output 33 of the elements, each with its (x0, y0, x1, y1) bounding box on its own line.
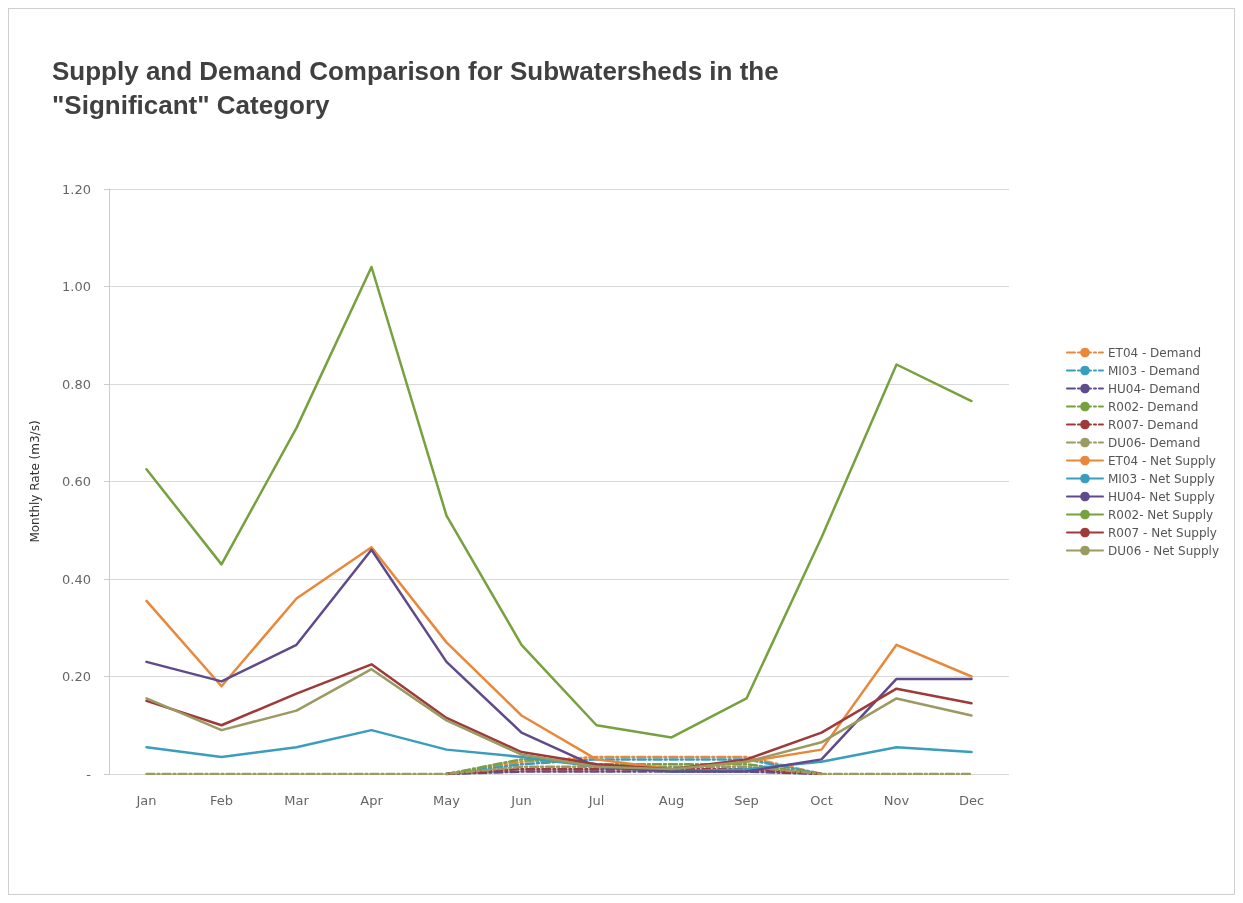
y-tick-label: 0.60 (62, 474, 91, 489)
legend-label: DU06- Demand (1107, 435, 1201, 450)
x-tick-label: Mar (284, 793, 310, 808)
x-tick-label: Aug (658, 793, 685, 808)
x-tick-label: Oct (810, 793, 833, 808)
legend-label: HU04- Demand (1107, 381, 1201, 396)
legend-label: MI03 - Demand (1107, 363, 1200, 378)
x-tick-label: May (433, 793, 461, 808)
legend-label: R002- Net Supply (1107, 507, 1214, 522)
y-tick-label: 0.40 (62, 571, 91, 587)
x-tick-label: Nov (883, 793, 910, 808)
x-tick-label: Dec (958, 793, 985, 808)
legend-label: HU04- Net Supply (1107, 489, 1215, 504)
x-tick-label: Jun (510, 793, 532, 808)
chart-title: Supply and Demand Comparison for Subwatersheds in the "Significant" Category (52, 56, 786, 120)
y-tick-label: 0.20 (62, 669, 91, 684)
x-tick-label: Apr (360, 793, 384, 808)
y-tick-label: 1.00 (62, 279, 91, 294)
y-tick-label: - (86, 766, 92, 782)
legend-label: MI03 - Net Supply (1107, 471, 1215, 486)
legend-label: ET04 - Net Supply (1107, 453, 1216, 468)
legend-label: R002- Demand (1107, 399, 1199, 414)
x-tick-label: Sep (734, 793, 759, 808)
y-tick-label: 0.80 (62, 376, 91, 392)
x-tick-label: Jul (587, 793, 605, 808)
legend-label: DU06 - Net Supply (1107, 543, 1220, 558)
y-axis-title: Monthly Rate (m3/s) (28, 420, 42, 543)
legend-label: R007- Demand (1107, 417, 1199, 432)
y-tick-label: 1.20 (62, 181, 91, 197)
x-tick-label: Feb (209, 793, 234, 808)
x-tick-label: Jan (135, 793, 157, 808)
legend-label: ET04 - Demand (1107, 345, 1202, 360)
legend-label: R007 - Net Supply (1107, 525, 1217, 540)
